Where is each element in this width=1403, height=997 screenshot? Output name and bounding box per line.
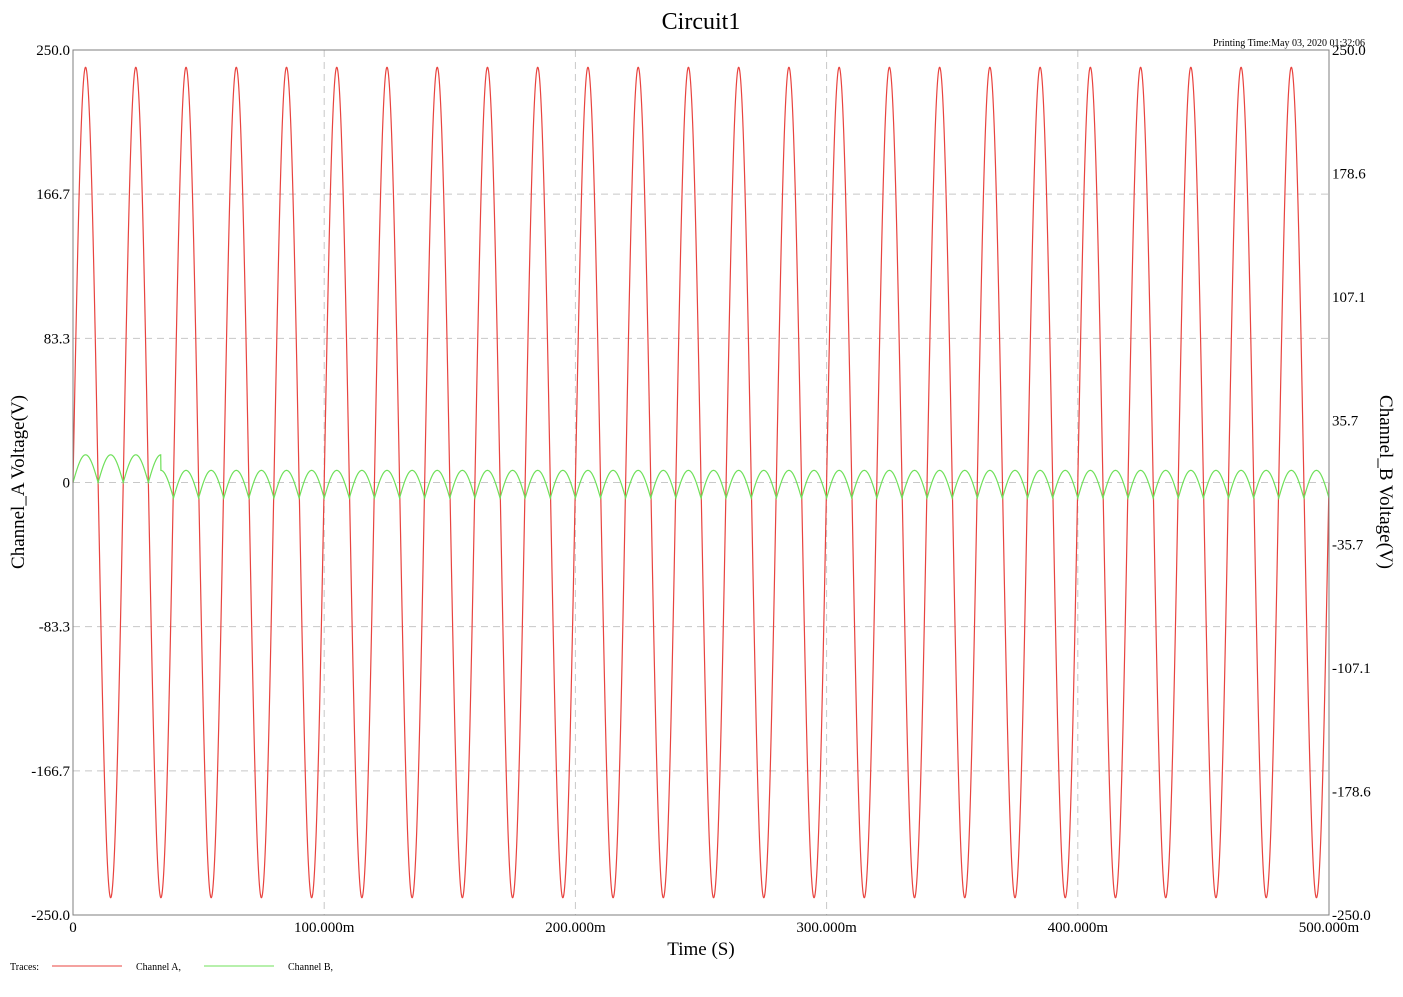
legend-label-channel-b: Channel B, — [288, 962, 333, 973]
printing-time: Printing Time:May 03, 2020 01:32:06 — [1213, 38, 1365, 49]
y-tick-label-right: -178.6 — [1332, 784, 1371, 800]
y-tick-label-right: 107.1 — [1332, 290, 1366, 306]
y-axis-left-label: Channel_A Voltage(V) — [8, 395, 29, 569]
x-axis-label: Time (S) — [667, 939, 734, 960]
x-tick-label: 400.000m — [1048, 920, 1109, 936]
y-tick-label-right: -35.7 — [1332, 537, 1364, 553]
series-line-channel-b — [72, 454, 1330, 501]
x-tick-label: 500.000m — [1299, 920, 1360, 936]
x-tick-label: 300.000m — [796, 920, 857, 936]
grid — [73, 50, 1329, 915]
plot-frame — [72, 49, 1330, 916]
y-tick-label-right: -250.0 — [1332, 908, 1371, 924]
y-tick-label-right: 178.6 — [1332, 167, 1366, 183]
y-axis-right-label: Channel_B Voltage(V) — [1375, 395, 1396, 569]
y-tick-label-left: -166.7 — [31, 764, 70, 780]
legend-prefix: Traces: — [10, 962, 39, 973]
x-tick-label: 200.000m — [545, 920, 606, 936]
y-tick-label-left: 83.3 — [44, 331, 70, 347]
y-tick-label-left: 250.0 — [36, 43, 70, 59]
legend-label-channel-a: Channel A, — [136, 962, 181, 973]
x-tick-label: 100.000m — [294, 920, 355, 936]
y-tick-label-right: -107.1 — [1332, 661, 1371, 677]
y-tick-label-left: 0 — [63, 476, 71, 492]
y-tick-label-right: 250.0 — [1332, 43, 1366, 59]
chart-title: Circuit1 — [662, 9, 741, 35]
y-tick-label-right: 35.7 — [1332, 414, 1359, 430]
legend: Traces: Channel A, Channel B, — [10, 962, 333, 973]
y-tick-label-left: -250.0 — [31, 908, 70, 924]
x-tick-label: 0 — [69, 920, 77, 936]
tick-labels: 0 100.000m 200.000m 300.000m 400.000m 500.000… — [31, 43, 1371, 936]
series-layer — [72, 66, 1330, 899]
y-tick-label-left: 166.7 — [36, 187, 70, 203]
series-line-channel-a — [72, 66, 1330, 899]
y-tick-label-left: -83.3 — [39, 620, 70, 636]
